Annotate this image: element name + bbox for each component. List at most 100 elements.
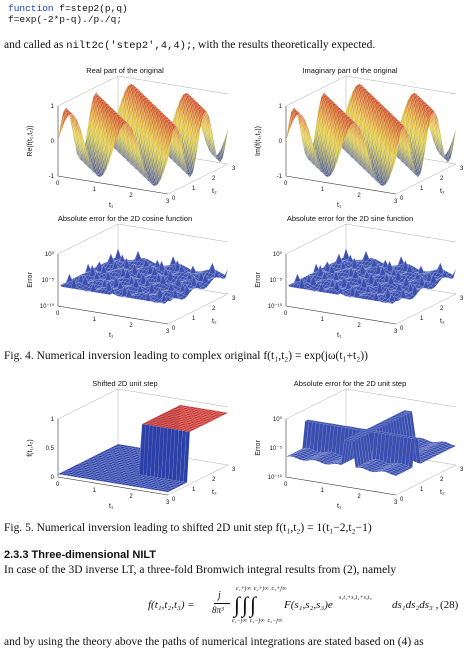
surface-patch <box>422 279 429 290</box>
equation-frac-den: 8π³ <box>212 605 224 615</box>
equation-28: f(t₁,t₂,t₃) = j 8π³ c₁+j∞ c₂+j∞ c₃+j∞ ∫∫… <box>148 586 438 626</box>
axis-box-front <box>285 106 397 195</box>
intro-after: , with the results theoretically expecte… <box>192 39 376 51</box>
x-axis-label: t₁ <box>337 503 342 510</box>
surface-patch <box>285 116 293 142</box>
surface-patch <box>413 436 421 464</box>
plot-frame <box>285 223 457 325</box>
x-tick-label: 3 <box>166 199 170 205</box>
x-axis-label: t₁ <box>337 332 342 339</box>
surface-patch <box>403 125 410 144</box>
y-tick-label: 0 <box>400 497 404 503</box>
surface-patch <box>294 273 301 283</box>
fig4-plot-a-title: Real part of the original <box>86 66 164 75</box>
axis-box-front <box>57 106 169 195</box>
x-tick-label: 0 <box>284 181 288 187</box>
surface-patch <box>166 488 174 491</box>
x-tick-label: 0 <box>56 181 60 187</box>
x-tick-label: 2 <box>129 494 133 500</box>
y-tick-label: 2 <box>440 306 444 312</box>
surface-patch <box>430 283 438 288</box>
section-text: In case of the 3D inverse LT, a three-fo… <box>4 564 397 576</box>
axis-box-front <box>285 254 397 325</box>
surface-patch <box>193 425 202 428</box>
surface-patch <box>221 128 229 154</box>
y-tick-label: 1 <box>192 487 196 493</box>
equation-upper-limits: c₁+j∞ c₂+j∞ c₃+j∞ <box>236 586 287 592</box>
y-axis-label: t₂ <box>212 489 217 496</box>
z-tick-label: 10⁻⁵ <box>270 445 283 452</box>
section-heading: 2.3.3 Three-dimensional NILT <box>4 549 156 561</box>
x-tick-label: 0 <box>56 311 60 317</box>
surface-patch <box>215 414 224 418</box>
axis-box-front <box>57 254 169 325</box>
surface-patch <box>398 125 405 136</box>
surface-patch <box>170 125 177 136</box>
y-tick-label: 3 <box>460 467 464 473</box>
y-tick-label: 2 <box>212 176 216 182</box>
x-axis-label: t₁ <box>109 503 114 510</box>
y-tick-label: 0 <box>172 196 176 202</box>
x-tick-label: 1 <box>321 488 325 494</box>
y-tick-label: 3 <box>460 296 464 302</box>
surface-patch <box>66 273 73 283</box>
fig5-plot-b-title: Absolute error for the 2D unit step <box>293 379 407 388</box>
x-tick-label: 1 <box>321 317 325 323</box>
z-axis-label: Re(f(t₁,t₂)) <box>27 125 34 156</box>
y-tick-label: 0 <box>172 497 176 503</box>
surface-patch <box>443 447 451 451</box>
surface-patch <box>175 125 182 144</box>
surface-patch <box>430 110 438 117</box>
x-tick-label: 2 <box>129 193 133 199</box>
code-keyword: function <box>8 3 54 14</box>
fig5-caption: Fig. 5. Numerical inversion leading to s… <box>4 522 372 534</box>
z-tick-label: -1 <box>49 174 55 180</box>
x-tick-label: 1 <box>93 187 97 193</box>
x-tick-label: 1 <box>321 187 325 193</box>
fig4-plot-c-title: Absolute error for the 2D cosine functio… <box>57 214 193 223</box>
code-line-1: function f=step2(p,q) <box>8 3 128 14</box>
y-tick-label: 2 <box>212 477 216 483</box>
axis-box-top <box>57 223 229 255</box>
y-tick-label: 0 <box>172 326 176 332</box>
equation-integrals: ∫∫∫ <box>234 592 259 617</box>
equation-number: (28) <box>440 599 459 611</box>
fig4-plot-b-title: Imaginary part of the original <box>302 66 398 75</box>
y-tick-label: 3 <box>460 166 464 172</box>
z-tick-label: 10⁰ <box>45 251 55 258</box>
z-tick-label: 10⁻¹⁰ <box>40 303 55 310</box>
x-tick-label: 3 <box>394 500 398 506</box>
surface-patch <box>196 424 204 427</box>
surface-patch <box>419 143 427 169</box>
x-axis-label: t₁ <box>337 202 342 209</box>
fig4-caption: Fig. 4. Numerical inversion leading to c… <box>4 350 368 362</box>
z-axis-label: Im(f(t₁,t₂)) <box>255 126 262 156</box>
fig4-plot-d-title: Absolute error for the 2D sine function <box>286 214 414 223</box>
surface-patch <box>164 296 171 304</box>
surface-patch <box>221 268 229 279</box>
surface-patch <box>57 116 65 142</box>
x-axis-label: t₁ <box>109 202 114 209</box>
surface-patch <box>433 110 440 129</box>
surface-patch <box>205 110 212 129</box>
surface-patch <box>185 429 194 433</box>
x-tick-label: 2 <box>357 494 361 500</box>
surface-patch <box>191 427 199 430</box>
surface-patch <box>400 125 408 132</box>
x-tick-label: 0 <box>56 482 60 488</box>
surface-patch <box>449 128 457 154</box>
y-tick-label: 2 <box>212 306 216 312</box>
y-tick-label: 1 <box>192 316 196 322</box>
surface-patch <box>427 285 435 290</box>
z-axis-label: Error <box>27 272 34 288</box>
z-tick-label: 0.5 <box>46 446 55 452</box>
y-axis-label: t₂ <box>212 188 217 195</box>
z-tick-label: 0 <box>51 475 55 481</box>
surface-patch <box>188 428 196 431</box>
x-tick-label: 3 <box>166 329 170 335</box>
surface-patch <box>441 147 448 163</box>
